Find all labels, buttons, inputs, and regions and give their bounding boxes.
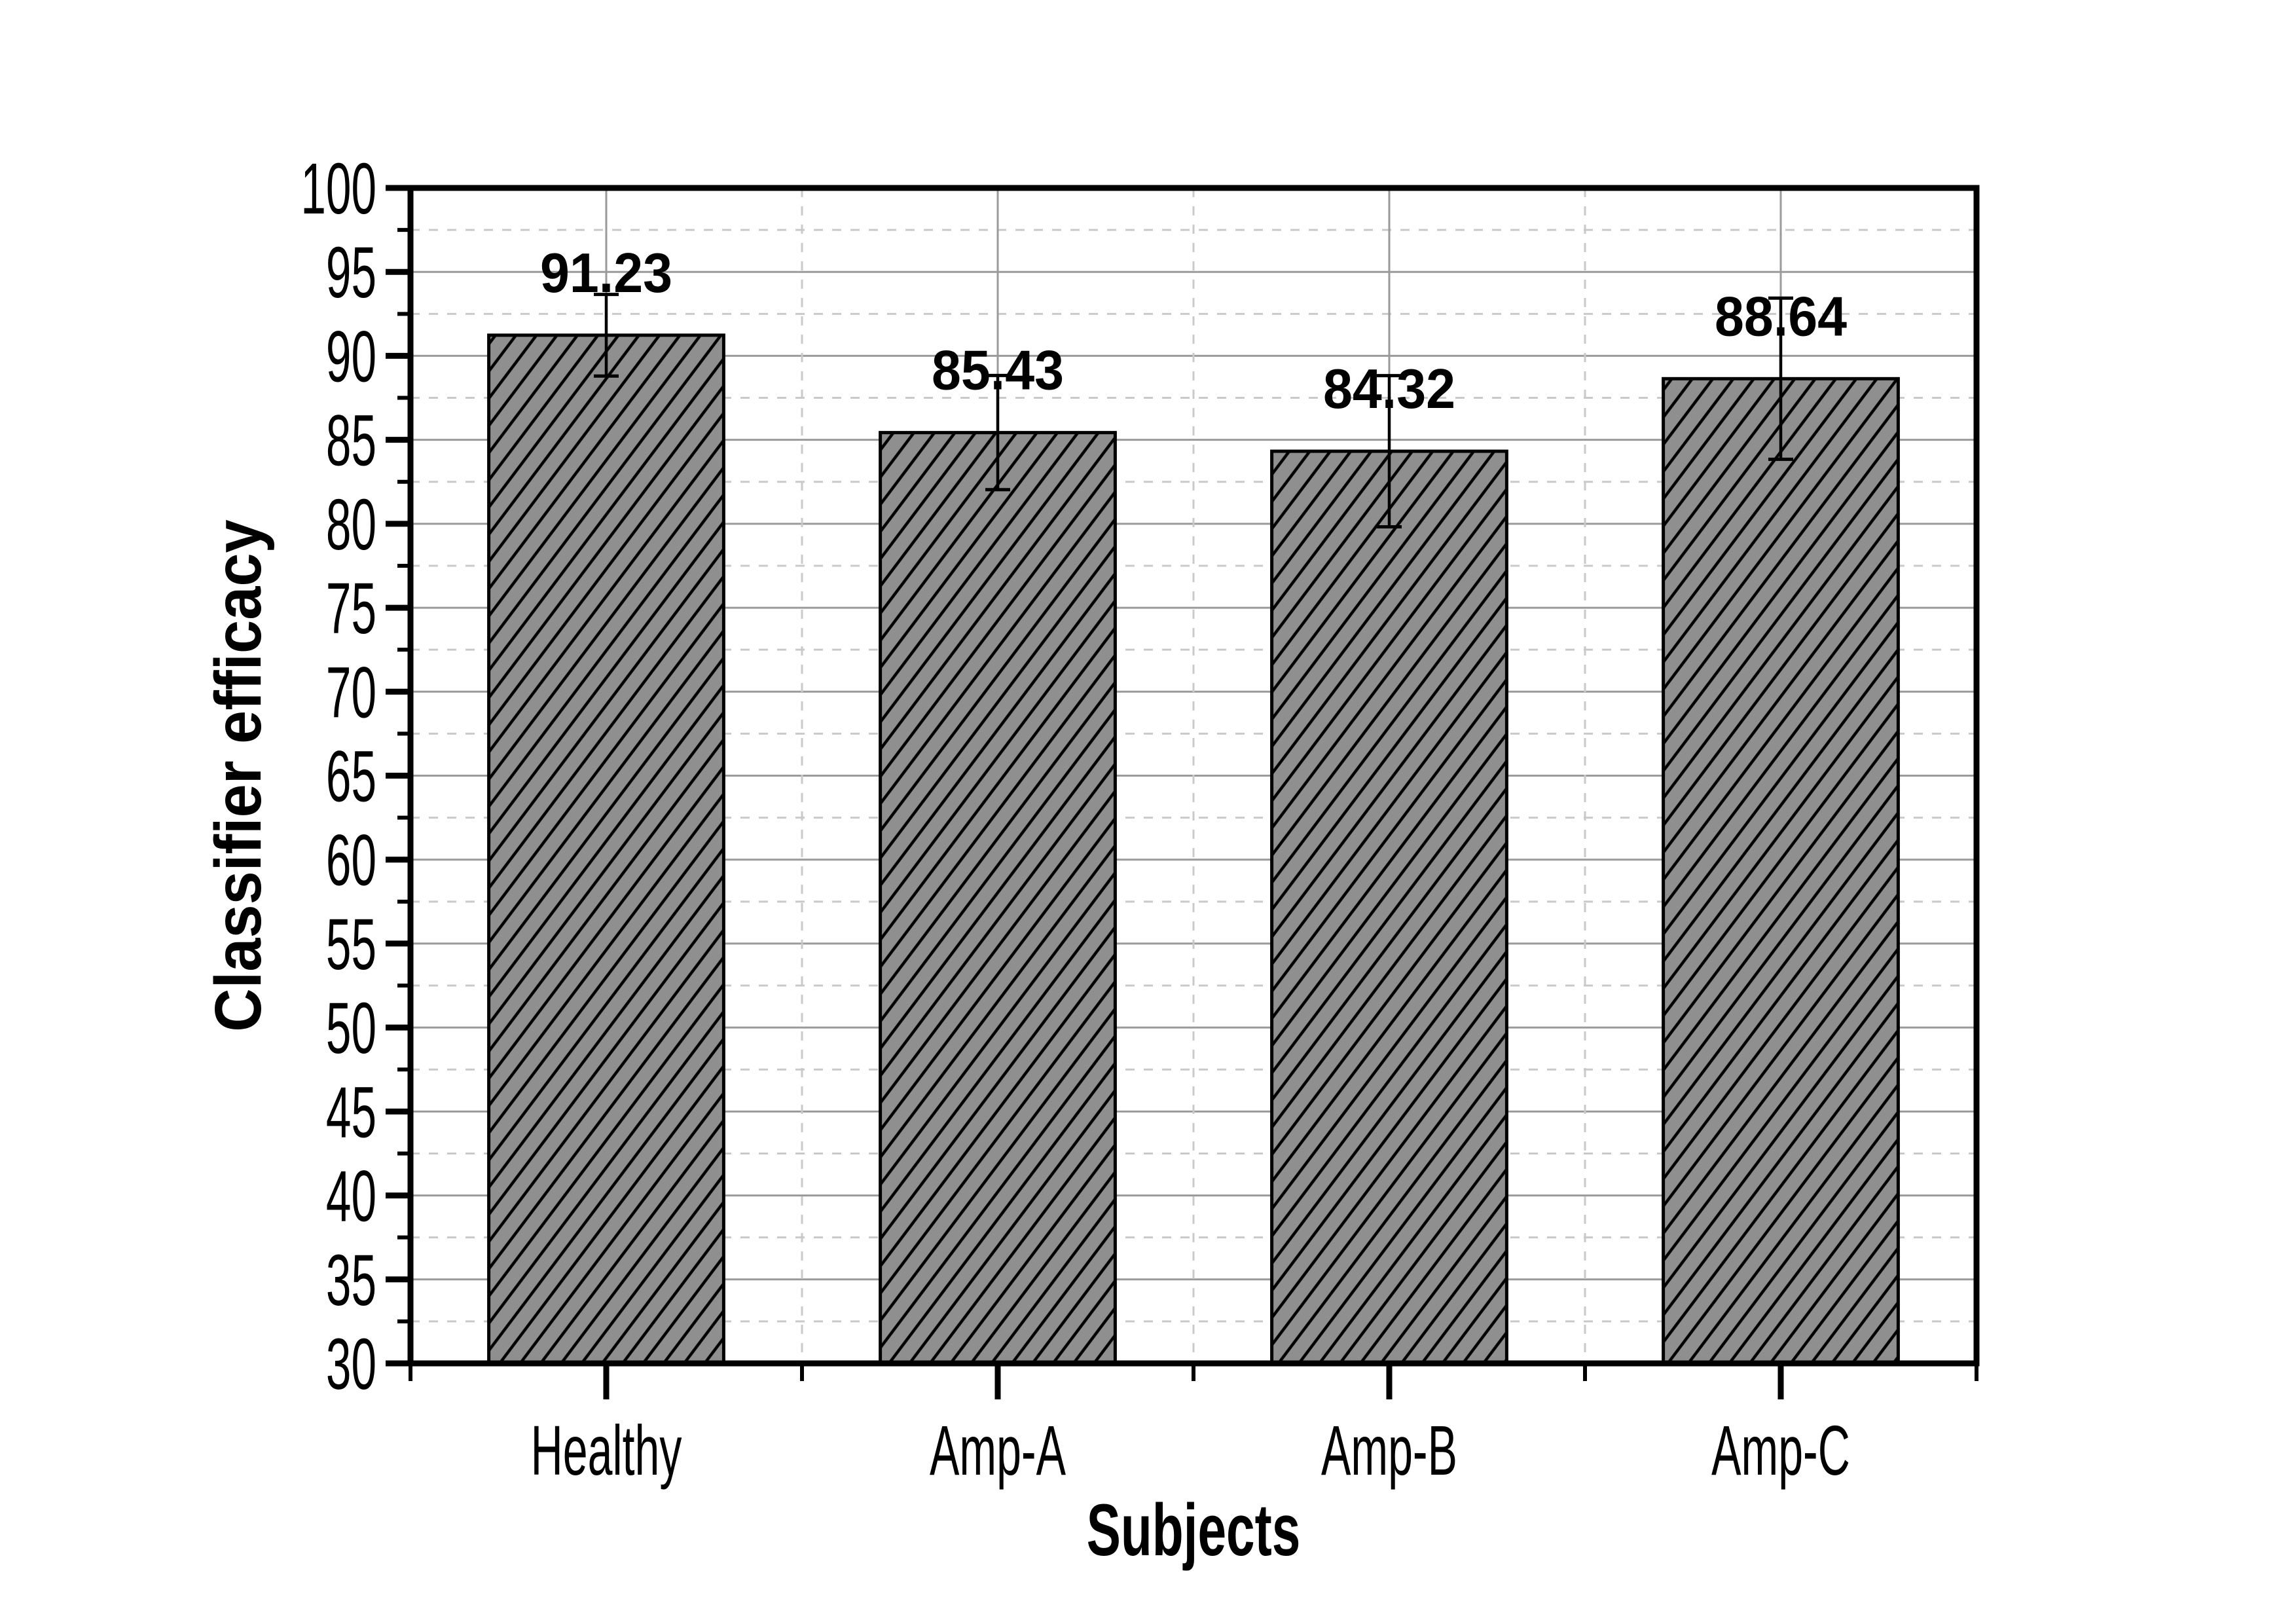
error-bars [594,293,1793,528]
y-axis-title: Classifier efficacy [202,519,274,1031]
y-tick-label: 100 [301,149,376,229]
y-tick-label: 80 [326,485,376,565]
y-tick-label: 40 [326,1156,376,1236]
bar-value-label: 85.43 [932,339,1064,401]
y-tick-label: 85 [326,401,376,481]
x-axis-ticks [409,1363,1978,1399]
x-category-label: Amp-C [1711,1411,1850,1490]
error-bar [1377,374,1402,528]
y-axis-ticks [386,185,410,1367]
y-tick-label: 70 [326,653,376,733]
x-category-label: Healthy [531,1411,682,1490]
y-tick-label: 95 [326,233,376,313]
y-tick-label: 75 [326,569,376,649]
y-tick-label: 60 [326,821,376,901]
bar-value-label: 84.32 [1323,358,1455,420]
bar [1662,377,1900,1365]
bars [487,333,1900,1365]
y-tick-label: 65 [326,737,376,817]
bar-value-label: 88.64 [1715,285,1847,347]
error-bar [594,293,619,378]
x-category-label: Amp-A [930,1411,1066,1490]
y-tick-label: 45 [326,1073,376,1153]
y-tick-label: 30 [326,1325,376,1405]
bar-value-label: 91.23 [540,242,672,304]
error-bar [985,373,1010,492]
error-bar [1768,296,1793,461]
x-category-label: Amp-B [1321,1411,1457,1490]
bar [879,431,1117,1365]
x-axis-title: Subjects [1087,1489,1301,1571]
y-tick-label: 55 [326,905,376,985]
y-tick-label: 50 [326,989,376,1069]
y-tick-label: 35 [326,1241,376,1321]
y-tick-label: 90 [326,317,376,397]
bar [1270,449,1508,1365]
bar [487,333,725,1365]
